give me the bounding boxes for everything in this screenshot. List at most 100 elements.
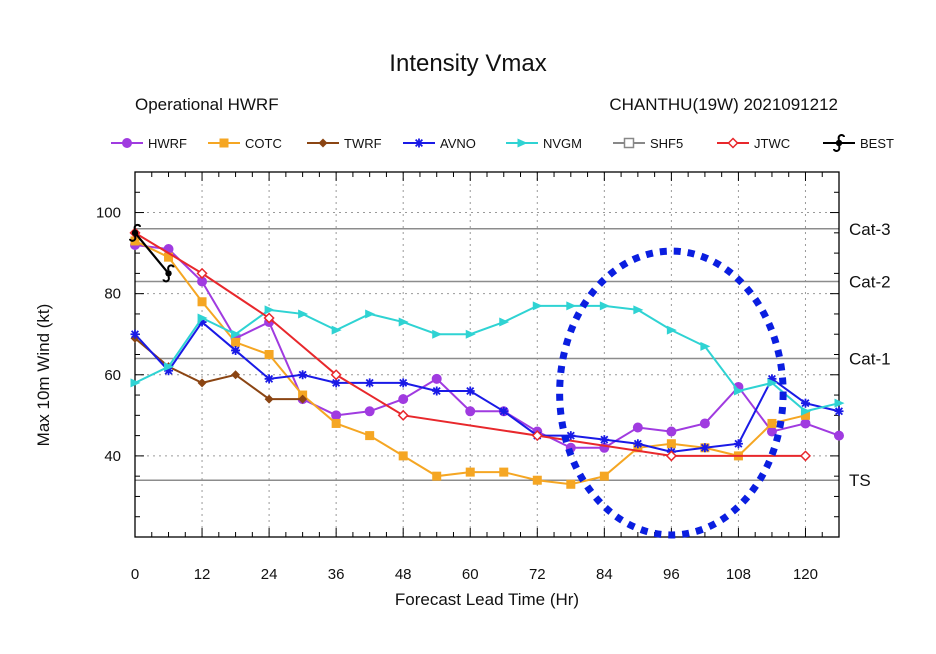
x-tick-label: 48 [395, 566, 412, 583]
x-tick-label: 36 [328, 566, 345, 583]
data-point-cotc [566, 479, 576, 489]
data-point-avno [834, 406, 844, 416]
legend-label: AVNO [440, 135, 476, 151]
data-point-avno [164, 366, 174, 376]
series-line-nvgm [134, 304, 840, 413]
data-point-nvgm [432, 329, 443, 339]
x-tick-label: 60 [462, 566, 479, 583]
legend-item-shf5: SHF5 [612, 130, 683, 156]
data-point-hwrf [431, 373, 442, 384]
data-point-nvgm [365, 309, 376, 319]
data-point-cotc [164, 252, 174, 262]
data-point-jtwc [799, 450, 812, 462]
x-tick-label: 0 [131, 566, 139, 583]
data-point-nvgm [666, 325, 677, 335]
storm-subtitle: CHANTHU(19W) 2021091212 [609, 95, 838, 114]
data-point-cotc [231, 337, 241, 347]
y-axis-label: Max 10m Wind (kt) [34, 303, 53, 447]
data-point-best [162, 264, 175, 283]
data-point-nvgm [465, 329, 476, 339]
legend-label: NVGM [543, 135, 582, 151]
data-point-cotc [331, 418, 341, 428]
series-line-jtwc [134, 231, 806, 457]
data-point-avno [566, 431, 576, 441]
data-point-nvgm [566, 301, 577, 311]
data-point-hwrf [699, 418, 710, 429]
data-point-cotc [599, 471, 609, 481]
data-point-jtwc [196, 267, 208, 279]
data-point-nvgm [130, 378, 141, 388]
data-point-hwrf [800, 418, 811, 429]
data-point-avno [800, 398, 810, 408]
x-tick-label: 108 [726, 566, 751, 583]
legend-item-best: BEST [822, 130, 894, 156]
y-tick-label: 100 [96, 205, 121, 222]
data-point-nvgm [767, 378, 778, 388]
data-point-hwrf [364, 406, 375, 417]
series-jtwc [129, 227, 812, 462]
data-point-avno [231, 345, 241, 355]
model-subtitle: Operational HWRF [135, 95, 279, 114]
data-point-nvgm [532, 301, 543, 311]
data-point-avno [733, 439, 743, 449]
category-label: Cat-2 [849, 273, 891, 292]
data-point-avno [432, 386, 442, 396]
series-line-twrf [134, 337, 303, 401]
legend-swatch-shf5 [613, 137, 645, 149]
data-point-cotc [767, 418, 777, 428]
y-tick-label: 40 [104, 448, 121, 465]
legend-item-twrf: TWRF [306, 130, 382, 156]
series-line-best [134, 232, 170, 275]
y-tick-label: 80 [104, 286, 121, 303]
legend-label: HWRF [148, 135, 187, 151]
x-tick-label: 96 [663, 566, 680, 583]
x-tick-label: 24 [261, 566, 278, 583]
data-point-avno [331, 378, 341, 388]
category-label: TS [849, 471, 871, 490]
legend-swatch-avno [403, 138, 435, 148]
data-point-nvgm [298, 309, 309, 319]
data-point-avno [264, 374, 274, 384]
data-point-nvgm [733, 386, 744, 396]
legend-swatch-twrf [307, 138, 339, 148]
series-line-hwrf [134, 244, 840, 449]
legend-item-cotc: COTC [207, 130, 282, 156]
data-point-avno [633, 439, 643, 449]
x-tick-label: 120 [793, 566, 818, 583]
data-point-hwrf [834, 430, 844, 441]
data-point-avno [197, 317, 207, 327]
highlight-circle [556, 247, 787, 539]
category-label: Cat-3 [849, 220, 891, 239]
series-best [129, 223, 175, 283]
x-tick-label: 72 [529, 566, 546, 583]
legend-swatch-nvgm [506, 138, 538, 148]
data-point-nvgm [834, 398, 845, 408]
data-point-best [129, 223, 141, 242]
legend-label: SHF5 [650, 135, 684, 151]
data-point-hwrf [632, 422, 643, 433]
data-point-jtwc [330, 369, 342, 381]
data-point-jtwc [665, 450, 677, 462]
data-point-jtwc [397, 409, 409, 421]
data-point-nvgm [800, 406, 811, 416]
data-point-jtwc [263, 312, 275, 324]
data-point-avno [398, 378, 408, 388]
legend-swatch-hwrf [111, 138, 143, 148]
data-point-hwrf [398, 394, 409, 405]
legend-label: BEST [860, 135, 894, 151]
data-point-nvgm [499, 317, 510, 327]
category-label: Cat-1 [849, 350, 891, 369]
data-point-avno [599, 435, 609, 445]
legend-swatch-cotc [208, 138, 240, 148]
data-point-twrf [298, 394, 308, 404]
legend-swatch-jtwc [717, 137, 749, 149]
data-point-hwrf [465, 406, 476, 417]
data-point-nvgm [164, 362, 175, 372]
data-point-cotc [365, 431, 375, 441]
data-point-cotc [666, 439, 676, 449]
data-point-nvgm [264, 305, 275, 315]
legend-label: JTWC [754, 135, 791, 151]
data-point-nvgm [700, 341, 711, 351]
data-point-avno [700, 443, 710, 453]
